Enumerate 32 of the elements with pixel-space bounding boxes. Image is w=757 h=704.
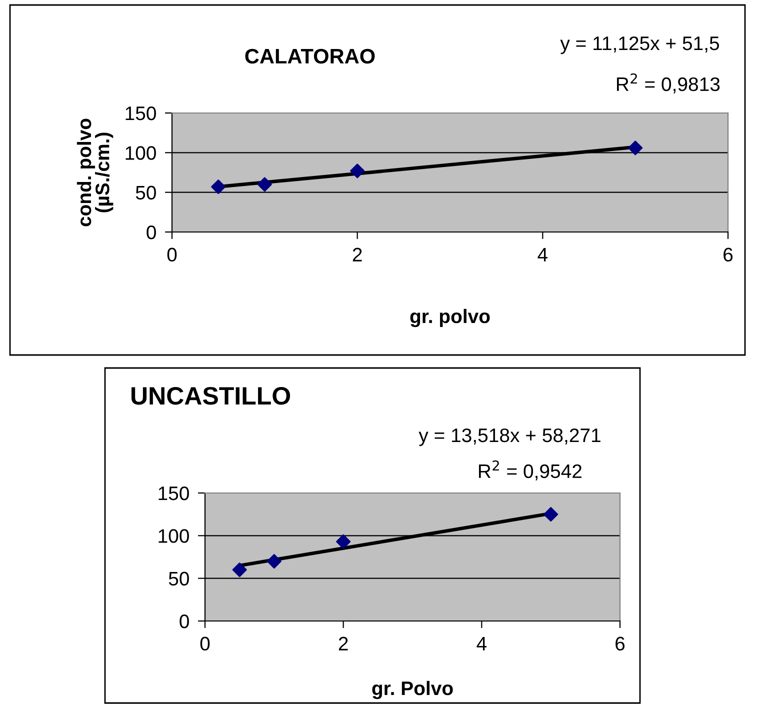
chart-title: UNCASTILLO [132,387,290,405]
x-tick-label: 4 [476,636,487,650]
point [266,554,282,569]
x-tick-label: 6 [724,248,733,262]
x-axis-title: gr. Polvo [372,680,453,700]
y-tick-label: 150 [126,106,156,120]
point [211,179,226,194]
y-tick-label: 50 [168,572,189,586]
x-tick-label: 2 [352,248,362,262]
y-tick-label: 100 [158,529,189,543]
y-tick-label: 50 [136,186,156,200]
x-axis-title: gr. polvo [410,308,490,328]
y-tick-label: 0 [180,614,189,628]
y-tick-label: 150 [158,486,189,500]
chart-title: CALATORAO [245,48,375,64]
x-tick-label: 0 [200,636,210,651]
point [350,164,365,178]
x-tick-label: 4 [538,248,548,262]
point [628,140,643,156]
x-tick-label: 2 [338,636,348,650]
y-tick-label: 0 [146,225,156,240]
text: R$^{2}$ = 0,9813 [617,73,720,94]
text: y = 11,125x + 51,5 [560,36,720,54]
point [544,507,558,522]
x-tick-label: 6 [616,636,625,651]
y-tick-label: 100 [126,146,156,160]
text: y = 13,518x + 58,271 [418,428,600,446]
point [336,534,351,549]
text: R$^{2}$ = 0,9542 [479,460,582,480]
point [232,562,247,578]
y-axis-title: cond. polvo (µS./cm.) [76,118,114,226]
point [257,177,272,192]
